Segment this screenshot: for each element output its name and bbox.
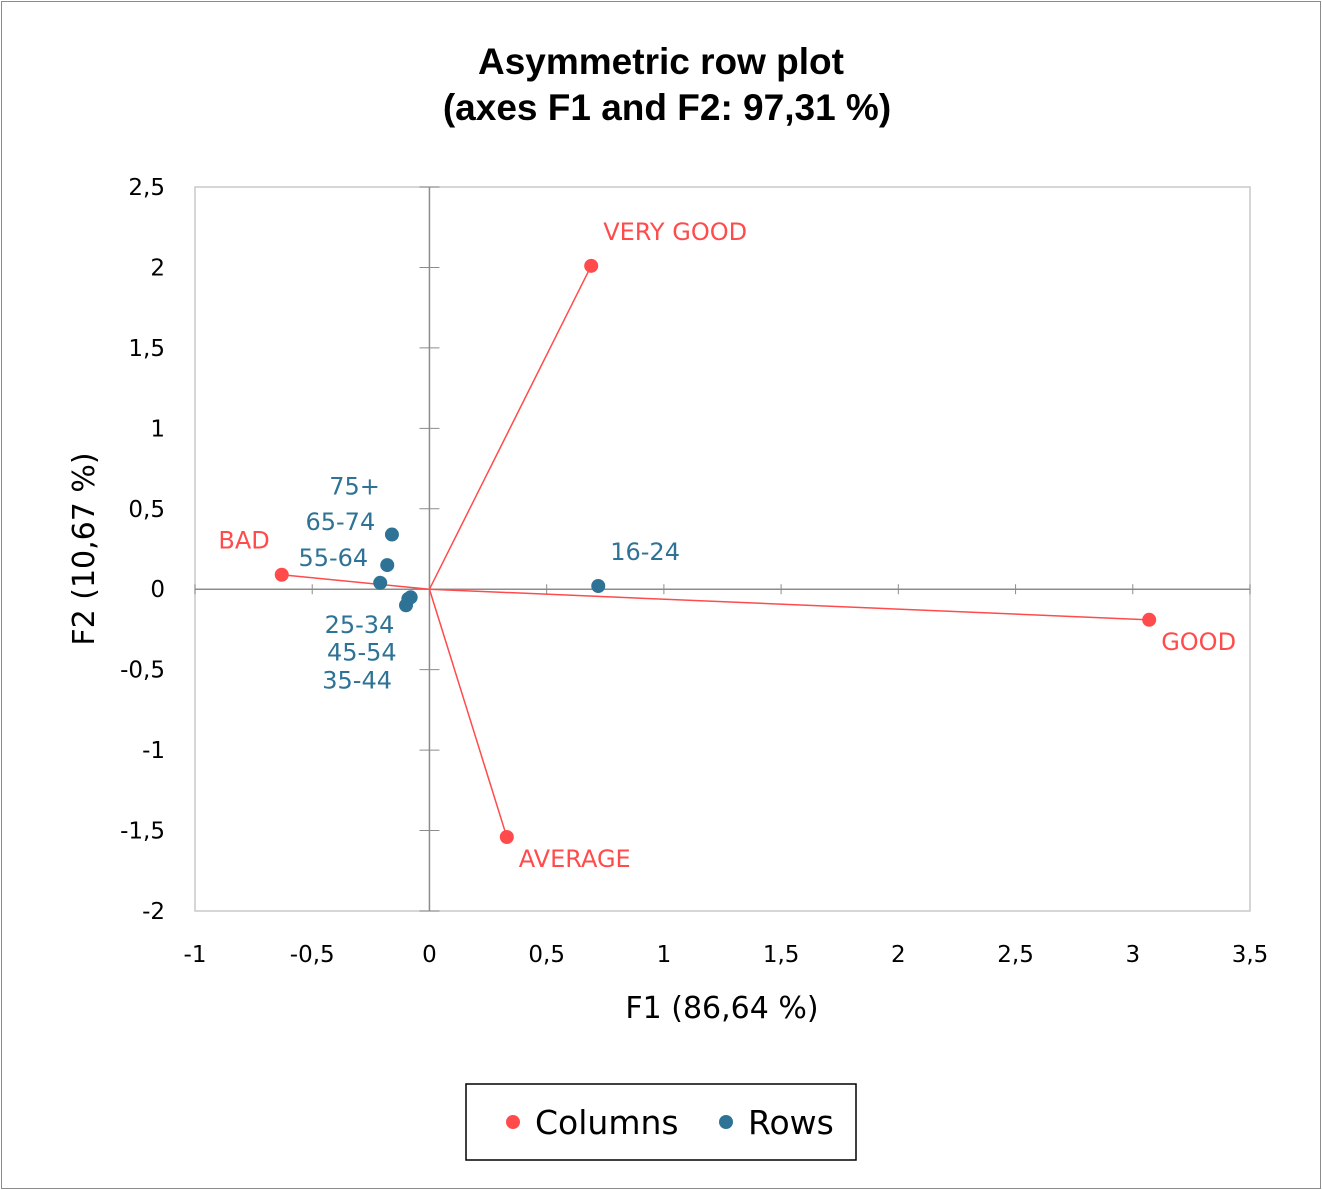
point-label-75-: 75+	[329, 473, 380, 501]
x-tick-label: 2	[891, 942, 906, 968]
point-65-74	[380, 558, 395, 573]
point-label-35-44: 35-44	[322, 666, 392, 694]
point-label-16-24: 16-24	[610, 538, 680, 566]
x-tick-label: 1	[657, 942, 672, 968]
point-label-very-good: VERY GOOD	[603, 218, 747, 246]
ray-very-good	[428, 265, 592, 590]
legend-label-rows: Rows	[748, 1103, 834, 1142]
legend-label-columns: Columns	[535, 1103, 679, 1142]
ray-bad	[281, 573, 430, 590]
point-label-55-64: 55-64	[298, 544, 368, 572]
y-tick-label: -1,5	[120, 819, 165, 845]
point-label-average: AVERAGE	[519, 845, 631, 873]
x-tick-label: 2,5	[997, 942, 1034, 968]
x-tick-label: 3,5	[1232, 942, 1269, 968]
point-label-bad: BAD	[218, 527, 269, 555]
y-tick-label: 0	[150, 577, 165, 603]
point-good	[1142, 612, 1157, 627]
legend: Columns Rows	[465, 1083, 857, 1161]
legend-marker-rows	[719, 1115, 733, 1129]
y-tick-label: 1	[150, 416, 165, 442]
point-16-24	[591, 579, 606, 594]
point-75-	[384, 527, 399, 542]
point-label-65-74: 65-74	[305, 508, 375, 536]
y-tick-label: 2	[150, 255, 165, 281]
point-label-25-34: 25-34	[325, 611, 395, 639]
y-axis-label: F2 (10,67 %)	[67, 452, 102, 645]
x-tick-label: -1	[184, 942, 207, 968]
y-tick-label: 0,5	[128, 497, 165, 523]
plot-area	[194, 186, 1251, 912]
ray-average	[428, 588, 508, 838]
point-bad	[274, 567, 289, 582]
y-tick-label: -0,5	[120, 658, 165, 684]
y-tick-label: 2,5	[128, 175, 165, 201]
x-tick-label: 1,5	[763, 942, 800, 968]
point-average	[499, 829, 514, 844]
chart-title-line1: Asymmetric row plot	[478, 41, 844, 82]
point-label-good: GOOD	[1161, 628, 1236, 656]
x-axis-label: F1 (86,64 %)	[625, 991, 818, 1026]
y-tick-label: -2	[142, 899, 165, 925]
point-35-44	[399, 598, 413, 613]
legend-marker-columns	[506, 1115, 520, 1129]
x-tick-label: 3	[1125, 942, 1140, 968]
point-55-64	[373, 575, 388, 590]
x-tick-label: 0,5	[528, 942, 565, 968]
chart-title-line2: (axes F1 and F2: 97,31 %)	[443, 87, 891, 128]
x-tick-label: -0,5	[290, 942, 335, 968]
x-tick-label: 0	[422, 942, 437, 968]
ray-good	[429, 588, 1150, 621]
point-very-good	[584, 258, 599, 273]
point-label-45-54: 45-54	[327, 638, 397, 666]
y-tick-label: 1,5	[128, 336, 165, 362]
y-tick-label: -1	[142, 738, 165, 764]
